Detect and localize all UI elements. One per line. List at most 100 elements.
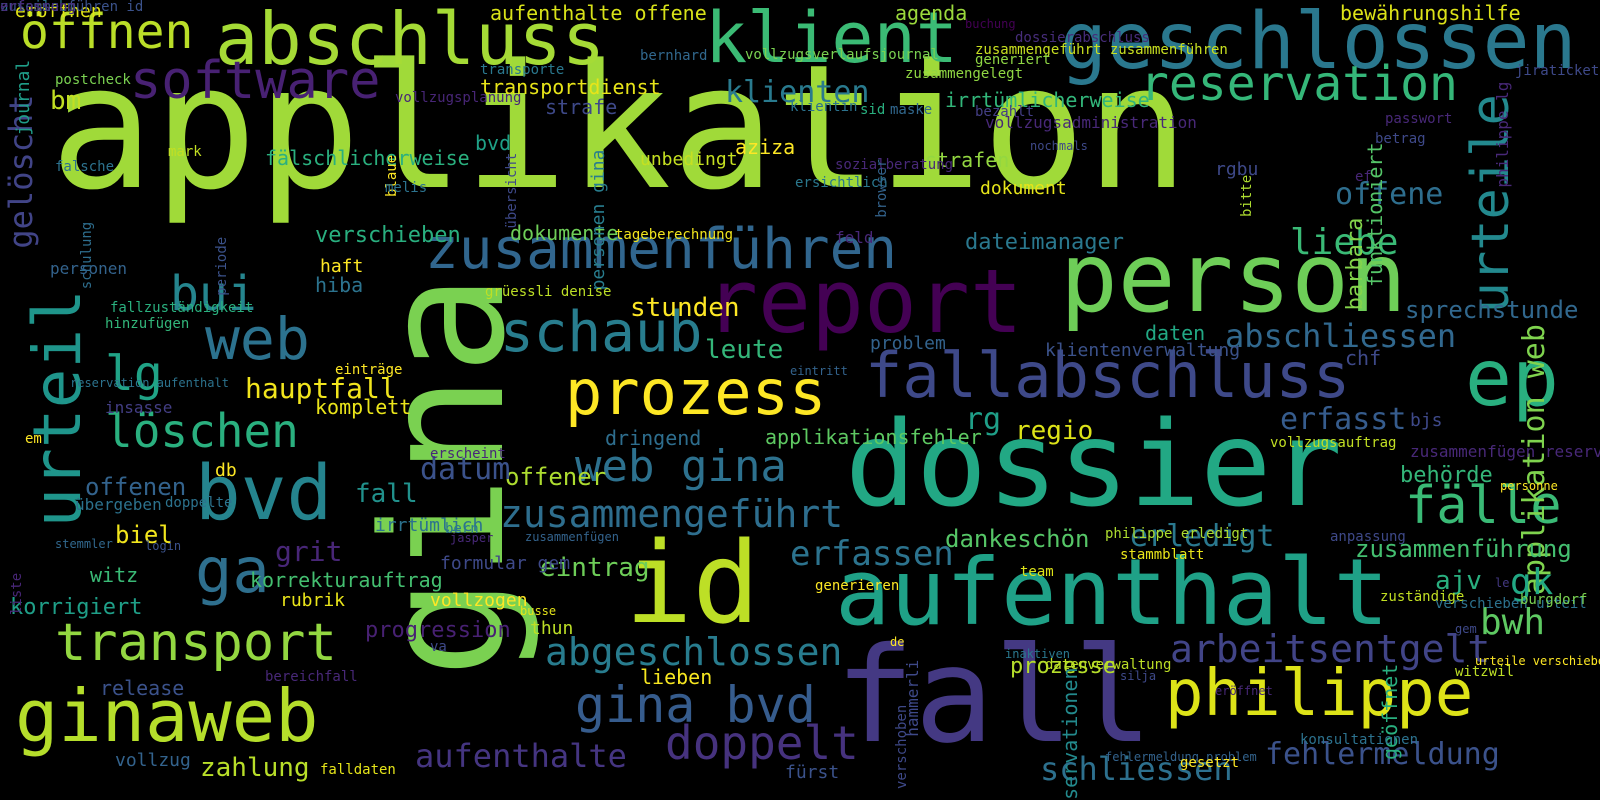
cloud-word: vollzugsadministration: [985, 113, 1197, 132]
cloud-word: klientin: [790, 99, 858, 115]
cloud-word: komplett: [315, 395, 412, 419]
cloud-word: postcheck: [55, 72, 131, 88]
cloud-word: reservation aufenthalt: [70, 376, 229, 390]
cloud-word: urteile verschieben: [1475, 654, 1600, 668]
cloud-word: fälle: [1405, 476, 1562, 536]
cloud-word: eröffnet: [1215, 684, 1273, 698]
cloud-word: korrekturauftrag: [250, 568, 443, 592]
cloud-word: zusammenführen id: [0, 0, 144, 15]
cloud-word: zusammenführen: [425, 217, 898, 282]
cloud-word: thun: [530, 618, 574, 639]
cloud-word: fall: [355, 479, 418, 509]
cloud-word: jiraticket: [1515, 63, 1600, 79]
cloud-word: zahlung: [200, 753, 310, 783]
cloud-word: gem: [1455, 622, 1477, 636]
cloud-word: urteil: [19, 289, 96, 528]
cloud-word: schaub: [500, 300, 703, 365]
cloud-word: zusammengeführt zusammenführen: [975, 42, 1228, 58]
cloud-word: bereichfall: [265, 669, 358, 685]
cloud-word: doppelte: [165, 495, 233, 511]
cloud-word: login: [145, 539, 182, 553]
cloud-word: hauptfall: [245, 372, 397, 405]
cloud-word: bern: [445, 521, 479, 537]
cloud-word: em: [25, 431, 42, 447]
cloud-word: philippe erledigt: [1105, 526, 1249, 542]
cloud-word: aufenthalt: [835, 539, 1389, 646]
cloud-word: zusammenführung: [1355, 535, 1572, 563]
cloud-word: tageberechnung: [615, 227, 734, 243]
cloud-word: dossierabschluss: [1015, 30, 1150, 46]
cloud-word: aufenthalte offene: [490, 1, 707, 25]
cloud-word: de: [890, 635, 905, 649]
cloud-word: nochmals: [1030, 139, 1088, 153]
cloud-word: klient: [705, 0, 958, 79]
cloud-word: vollzugsverlaufsjournal: [745, 47, 939, 63]
cloud-word: applikation: [50, 27, 1190, 228]
cloud-word: personne: [1500, 479, 1558, 493]
cloud-word: sozialberatung: [835, 157, 954, 173]
cloud-word: silja: [1120, 669, 1157, 683]
cloud-word: sid: [860, 102, 886, 118]
cloud-word: philippe: [1165, 657, 1474, 731]
cloud-word: dokumente: [510, 221, 619, 245]
cloud-word: regio: [1015, 416, 1094, 446]
cloud-word: witz: [90, 563, 139, 587]
cloud-word: personen: [50, 259, 128, 278]
cloud-word: gesetzt: [1180, 755, 1240, 771]
cloud-word: personen gina: [588, 149, 609, 291]
cloud-word: melis: [385, 180, 428, 196]
cloud-word: rubrik: [280, 590, 346, 611]
cloud-word: abschliessen: [1225, 317, 1457, 355]
cloud-word: zusammenfügen reservation: [1410, 442, 1600, 461]
cloud-word: hiba: [315, 273, 364, 297]
cloud-word: erscheint: [430, 446, 506, 462]
cloud-word: release: [100, 676, 185, 700]
cloud-word: biel: [115, 521, 173, 549]
cloud-word: reservation: [1140, 56, 1458, 112]
cloud-word: irrtümlicherweise: [945, 88, 1150, 112]
cloud-word: betrag: [1375, 131, 1426, 147]
cloud-word: passwort: [1385, 111, 1453, 127]
cloud-word: progression: [365, 618, 511, 643]
cloud-word: falldaten: [320, 762, 396, 778]
cloud-word: eintrag: [540, 553, 650, 583]
cloud-word: agenda: [895, 1, 968, 25]
cloud-word: dateimanager: [965, 230, 1124, 255]
cloud-word: datum: [420, 452, 511, 487]
cloud-word: jasper: [450, 531, 494, 545]
cloud-word: stammblatt: [1120, 547, 1205, 563]
cloud-word: ga: [195, 534, 270, 607]
cloud-word: eröffnen: [15, 1, 102, 22]
cloud-word: verschieben: [315, 223, 461, 248]
cloud-word: strafe: [545, 95, 618, 119]
cloud-word: vollzugsauftrag: [1270, 435, 1397, 451]
cloud-word: report: [705, 250, 1023, 353]
cloud-word: öffnen: [20, 4, 194, 60]
cloud-word: geschlossen: [1060, 0, 1577, 87]
cloud-word: le: [1495, 576, 1510, 590]
cloud-word: offener: [505, 463, 607, 491]
cloud-word: eintritt: [790, 364, 848, 378]
cloud-word: bernhard: [640, 48, 708, 64]
cloud-word: insasse: [105, 398, 173, 417]
cloud-word: transportdienst: [480, 75, 661, 99]
cloud-word: transporte: [480, 62, 565, 78]
cloud-word: mark: [168, 144, 202, 160]
cloud-word: übersicht: [504, 152, 520, 229]
cloud-word: sprechstunde: [1405, 296, 1579, 324]
cloud-word: dokument: [980, 178, 1067, 199]
cloud-word: burgdorf: [1520, 592, 1588, 608]
cloud-word: software: [130, 51, 381, 111]
cloud-word: zusammenfügen: [525, 530, 619, 544]
cloud-word: übergeben: [75, 495, 162, 514]
cloud-word: gina bvd: [575, 676, 816, 734]
cloud-word: feld: [835, 228, 874, 247]
cloud-word: unbedingt: [640, 149, 738, 170]
cloud-word: leute: [705, 335, 784, 365]
cloud-word: bm: [50, 86, 82, 116]
cloud-word: fallzuständigkeit: [110, 300, 254, 316]
cloud-word: daten: [1145, 321, 1206, 345]
cloud-word: vollzogen: [430, 590, 528, 611]
cloud-word: abgeschlossen: [545, 630, 843, 674]
cloud-word: einträge: [335, 362, 403, 378]
